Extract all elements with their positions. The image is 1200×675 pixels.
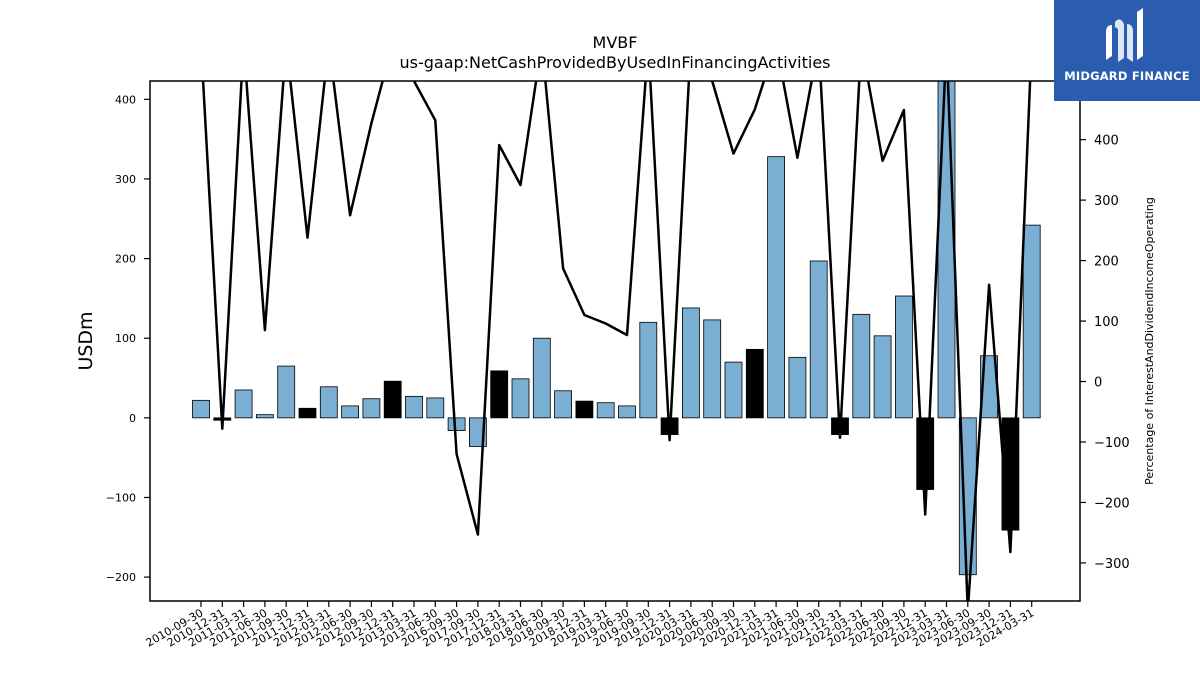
bar [575, 400, 594, 419]
bar [895, 295, 913, 419]
bar [362, 398, 381, 419]
y2-tick-label: −300 [1094, 557, 1130, 572]
bar [490, 370, 509, 419]
chart-title: MVBF [593, 33, 638, 52]
midgard-mark-icon [1106, 8, 1143, 62]
y2-tick-label: 400 [1094, 134, 1119, 149]
bar [852, 313, 871, 419]
bar [745, 348, 764, 419]
x-axis: 2010-09-302010-12-312011-03-312011-06-30… [144, 601, 1036, 650]
y-tick-label: 200 [115, 253, 136, 266]
bar [234, 389, 253, 419]
bar [639, 321, 658, 419]
y2-tick-label: 0 [1094, 376, 1102, 391]
y-tick-label: 400 [115, 93, 136, 106]
y-axis: −200 −100 0 100 200 300 400 [106, 93, 150, 584]
bar [341, 405, 360, 419]
bar [405, 395, 423, 419]
bar [554, 390, 572, 419]
y2-tick-label: −100 [1094, 436, 1130, 451]
bar [447, 417, 466, 431]
bar [383, 380, 402, 419]
bar [298, 407, 317, 419]
y2-tick-label: 200 [1094, 255, 1119, 270]
y2-tick-label: −200 [1094, 496, 1130, 511]
plot-frame [149, 80, 1081, 602]
bar [319, 386, 338, 419]
y2-axis-label: Percentage of InterestAndDividendIncomeO… [1143, 197, 1156, 485]
logo-text: MIDGARD FINANCE [1064, 69, 1190, 83]
bar [511, 378, 530, 419]
bar [532, 337, 551, 419]
bar [682, 307, 700, 419]
bar [618, 405, 636, 419]
y-tick-label: −100 [106, 491, 136, 504]
bar [255, 414, 274, 419]
bar [916, 417, 935, 490]
bar [809, 260, 828, 419]
midgard-logo: MIDGARD FINANCE [1054, 0, 1200, 101]
y-tick-label: 300 [115, 173, 136, 186]
bar [788, 356, 807, 419]
bar [596, 402, 615, 419]
line-layer [201, 81, 1032, 601]
bar [724, 361, 743, 419]
y-tick-label: −200 [106, 571, 136, 584]
y2-tick-label: 300 [1094, 194, 1119, 209]
y2-axis: −300 −200 −100 0 100 200 300 400 [1080, 134, 1130, 572]
bar [426, 397, 445, 419]
bar [873, 335, 892, 419]
chart-subtitle: us-gaap:NetCashProvidedByUsedInFinancing… [399, 53, 830, 72]
series-line [201, 81, 1032, 601]
y-tick-label: 100 [115, 332, 136, 345]
bar [1022, 224, 1041, 419]
bar [767, 156, 785, 419]
bar [703, 319, 722, 419]
bar [937, 81, 956, 419]
bar [277, 365, 296, 419]
y-axis-label: USDm [75, 311, 97, 370]
bar [192, 399, 210, 419]
y2-tick-label: 100 [1094, 315, 1119, 330]
y-tick-label: 0 [129, 412, 136, 425]
